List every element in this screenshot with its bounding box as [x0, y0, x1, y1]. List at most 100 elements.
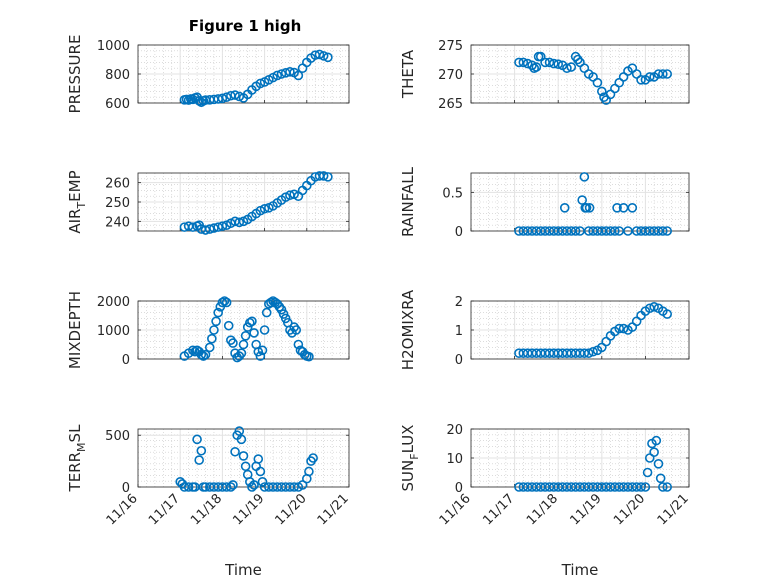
data-point [188, 345, 198, 356]
y-tick-label: 600 [105, 97, 130, 112]
y-axis-label-subscript: T [75, 202, 88, 210]
x-tick-label: 11/16 [437, 491, 474, 528]
y-tick-label: 2 [455, 295, 463, 310]
y-axis-label-subscript: M [75, 442, 88, 452]
data-point [314, 49, 325, 60]
data-point [612, 203, 622, 213]
y-axis-label: TERRMSL [66, 424, 88, 493]
data-point [304, 466, 314, 477]
data-point [261, 307, 272, 318]
data-point [211, 316, 221, 327]
data-point [318, 51, 329, 61]
data-point [610, 226, 620, 236]
data-point [584, 203, 595, 213]
y-tick-label: 0 [455, 353, 463, 368]
data-point [266, 297, 276, 308]
data-point [228, 480, 238, 490]
data-point [618, 323, 629, 334]
data-point [255, 78, 266, 89]
y-tick-label: 240 [105, 215, 130, 230]
data-point [196, 445, 207, 456]
x-tick-label: 11/21 [655, 491, 692, 528]
data-point [209, 325, 219, 335]
data-point [518, 57, 529, 68]
data-point [289, 482, 299, 492]
x-tick-label: 11/20 [611, 491, 648, 528]
data-point [583, 348, 594, 359]
y-axis-label-main: SUN [399, 460, 417, 492]
data-point [257, 477, 268, 487]
data-point [649, 447, 659, 458]
data-point [238, 451, 249, 461]
data-point [207, 333, 217, 344]
data-point [272, 70, 283, 81]
subplot-2: 265 270 275 THETA [399, 39, 690, 112]
y-axis-label-tail: SL [66, 424, 84, 443]
y-axis-label: SUNFLUX [399, 425, 421, 492]
data-point [245, 317, 255, 328]
data-point [255, 351, 266, 361]
data-point [579, 172, 590, 182]
data-point [223, 320, 234, 331]
y-tick-label: 10 [446, 452, 463, 467]
data-point [566, 62, 577, 72]
data-point [596, 86, 607, 97]
data-point [562, 63, 572, 73]
y-tick-label: 800 [105, 68, 130, 83]
data-point [217, 221, 228, 231]
data-point [249, 480, 259, 490]
x-tick-label: 11/18 [188, 491, 225, 528]
x-tick-label: 11/17 [480, 491, 517, 528]
subplot-4: 0 0.5 RAINFALL [399, 166, 690, 240]
data-point [221, 482, 232, 492]
data-point [293, 70, 304, 81]
data-point [213, 222, 223, 232]
data-point [636, 482, 646, 492]
data-point [644, 72, 655, 82]
data-point [209, 223, 219, 233]
y-axis-label-subscript: F [408, 453, 421, 459]
y-axis-label-main: AIR [66, 209, 84, 234]
data-point [192, 434, 202, 445]
y-axis-label: H2OMIXRA [399, 289, 417, 370]
data-point [247, 482, 257, 492]
data-point [649, 301, 659, 312]
data-point [653, 458, 664, 469]
x-axis-label: Time [561, 561, 599, 579]
data-point [304, 351, 314, 362]
data-point [293, 339, 304, 350]
subplot-1: 600 800 1000 PRESSURE [66, 35, 350, 114]
data-point [651, 435, 662, 446]
y-tick-label: 1 [455, 324, 463, 339]
data-point [249, 328, 259, 338]
data-point [285, 67, 295, 77]
y-tick-label: 0 [122, 353, 130, 368]
data-point [204, 224, 215, 234]
data-point [247, 316, 257, 327]
data-point [238, 339, 249, 350]
y-axis-label: THETA [399, 49, 417, 99]
data-point [522, 58, 533, 69]
y-axis-label: MIXDEPTH [66, 291, 84, 369]
data-point [662, 69, 673, 79]
y-tick-label: 2000 [97, 295, 130, 310]
data-point [655, 473, 666, 484]
data-point [236, 434, 247, 445]
data-point [221, 297, 232, 308]
y-axis-label-main: PRESSURE [66, 35, 84, 114]
data-point [236, 348, 247, 359]
data-point [291, 325, 302, 335]
x-tick-label: 11/19 [568, 491, 605, 528]
data-point [592, 77, 603, 88]
y-tick-label: 0 [122, 481, 130, 496]
data-point [540, 57, 550, 68]
x-tick-label: 11/19 [230, 491, 267, 528]
y-tick-label: 20 [446, 423, 463, 438]
figure-title: Figure 1 high [189, 17, 302, 35]
y-tick-label: 275 [438, 39, 463, 54]
y-tick-label: 1000 [97, 324, 130, 339]
data-point [636, 75, 646, 85]
y-tick-label: 270 [438, 68, 463, 83]
data-point [188, 222, 198, 232]
x-axis-label: Time [224, 561, 262, 579]
